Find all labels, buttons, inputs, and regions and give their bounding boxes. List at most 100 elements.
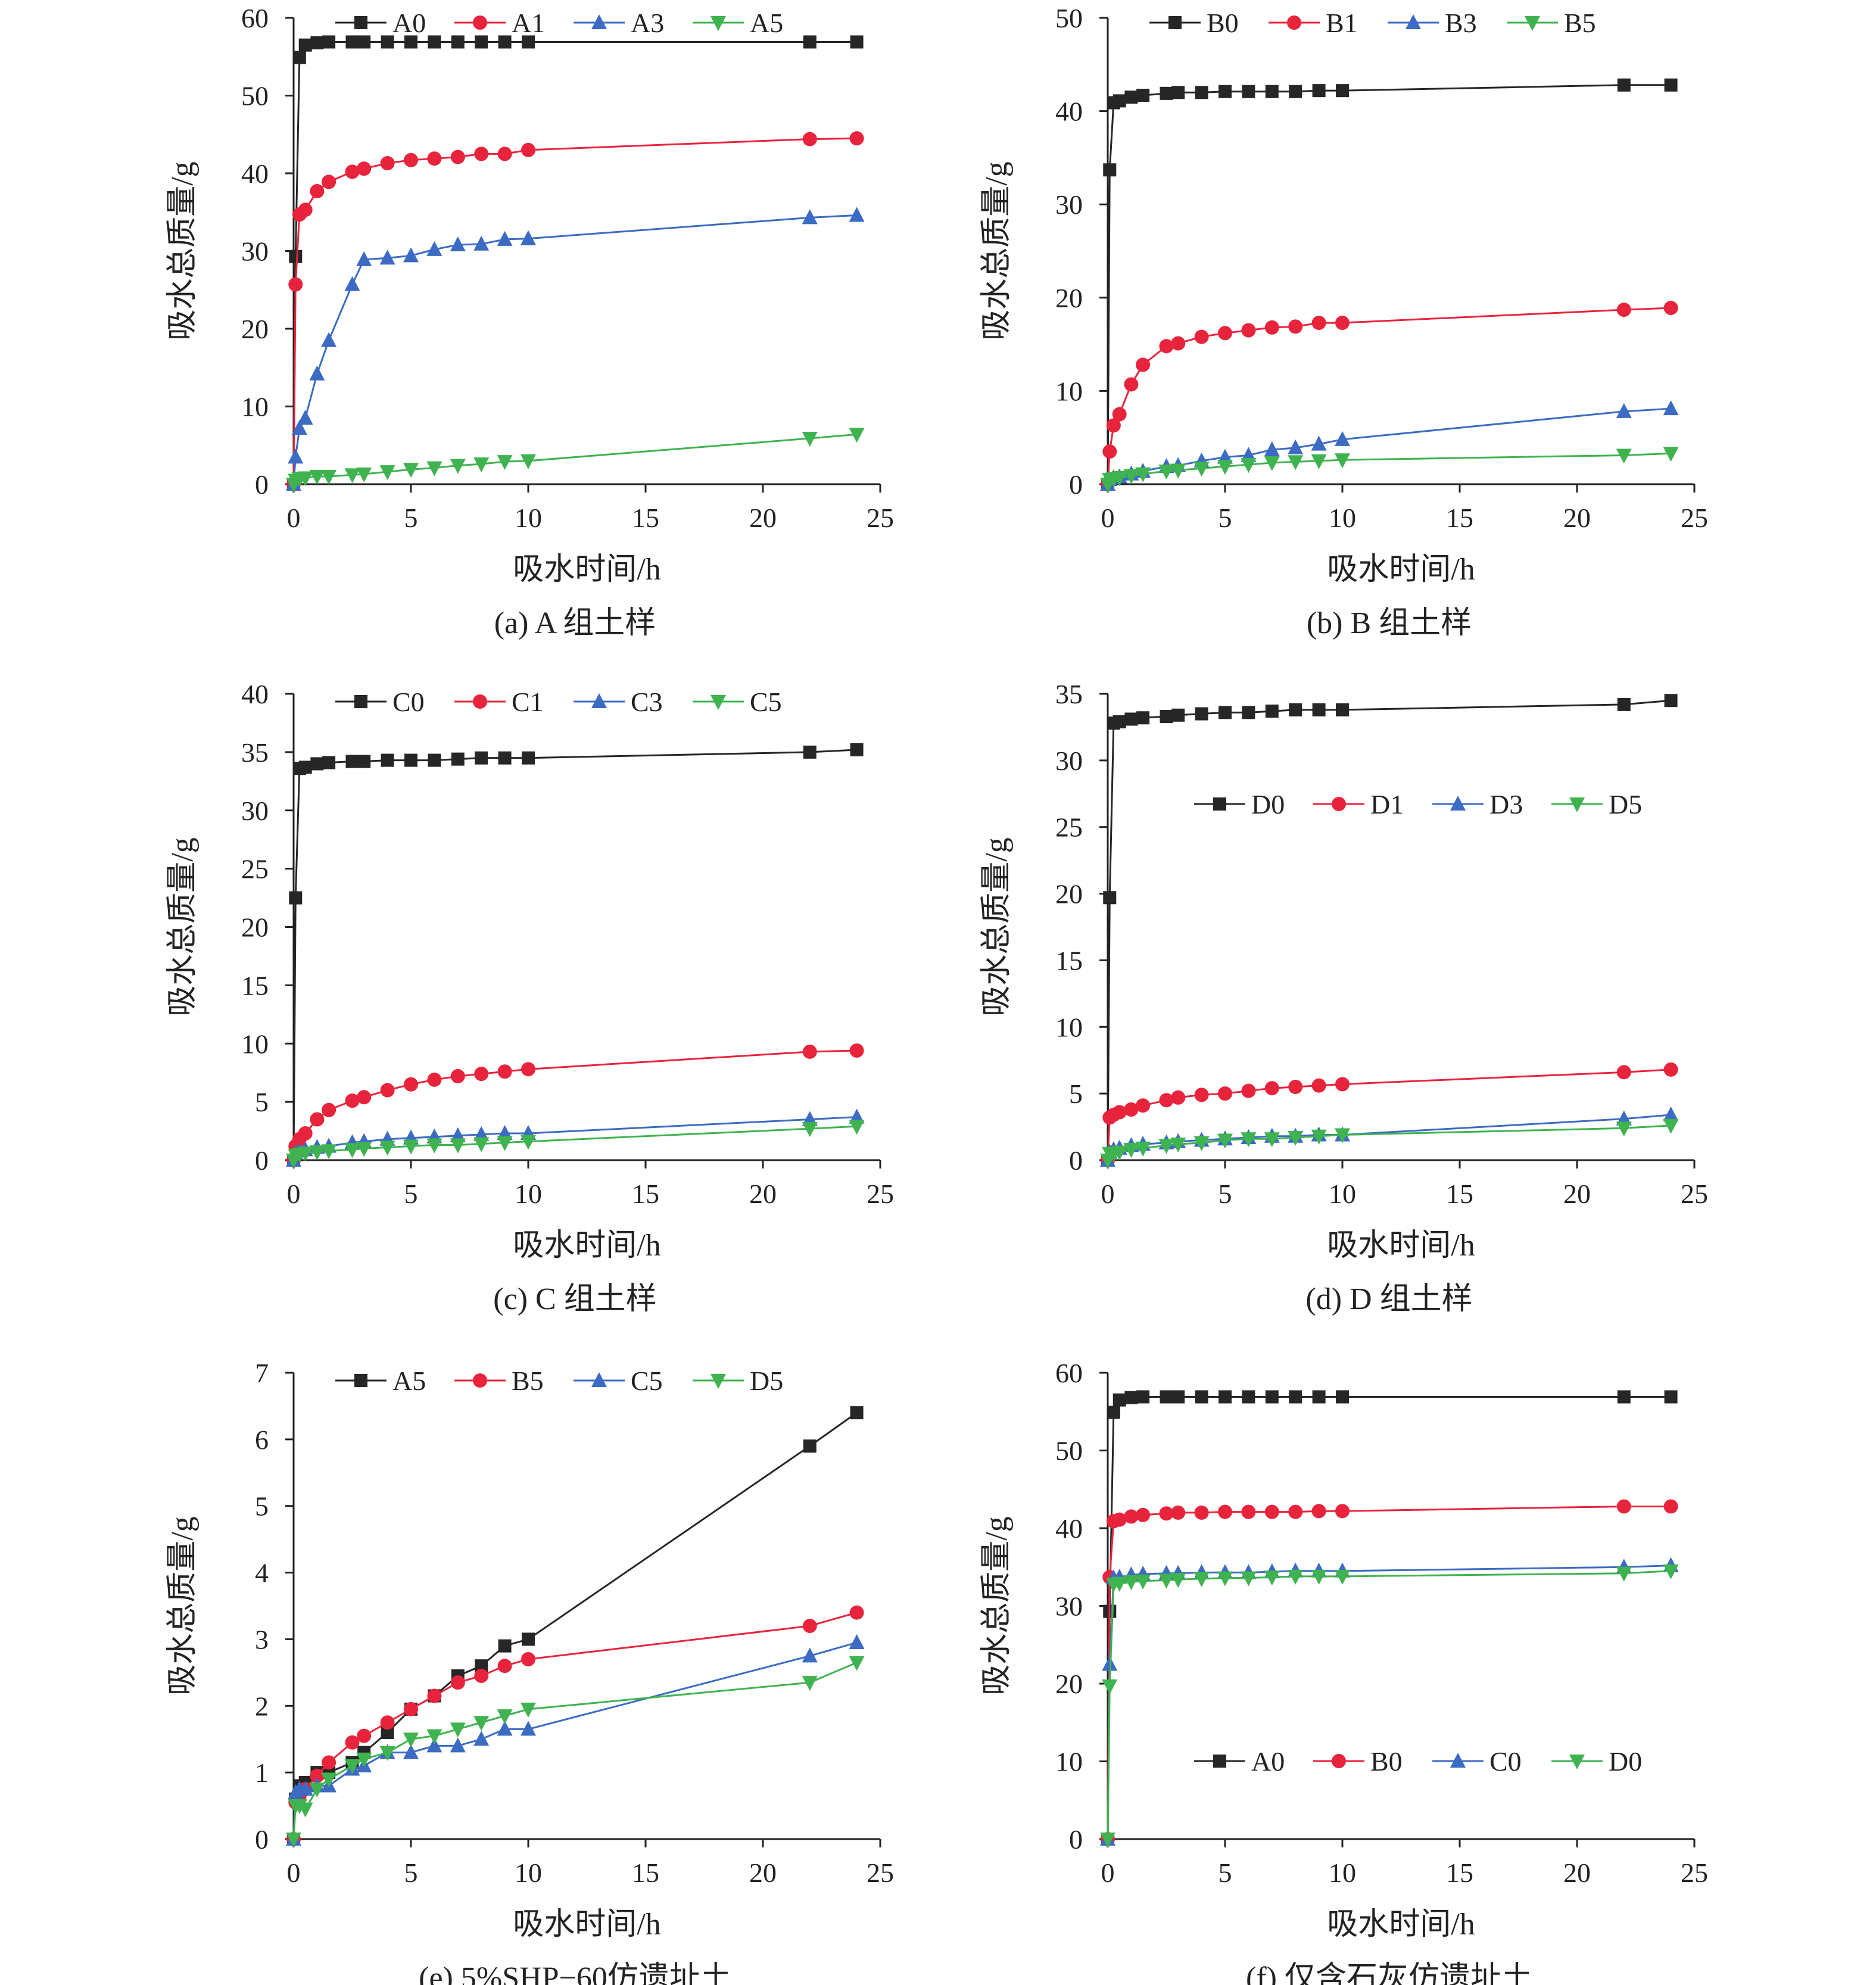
x-tick-label: 10 <box>1329 1179 1356 1209</box>
data-point <box>357 755 371 768</box>
data-point <box>380 1715 395 1730</box>
data-point <box>475 35 488 49</box>
data-point <box>1158 1573 1174 1589</box>
data-point <box>344 1143 360 1158</box>
data-point <box>1617 697 1631 711</box>
data-point <box>356 251 372 266</box>
data-point <box>1194 1505 1209 1520</box>
y-tick-label: 0 <box>1069 1145 1083 1176</box>
data-point <box>475 1659 488 1673</box>
data-point <box>497 1064 512 1079</box>
chart-panel-5: 0 5 10 15 20 25 0 10 20 30 40 50 60 吸水时间/h 吸水总质量/g (f) … <box>980 1358 1708 1985</box>
data-point <box>404 152 418 167</box>
y-tick-label: 25 <box>1055 812 1083 843</box>
y-tick-label: 40 <box>1055 96 1083 127</box>
data-point <box>521 454 536 469</box>
data-point <box>1242 1390 1255 1404</box>
data-point <box>1112 1393 1126 1407</box>
data-point <box>803 1439 817 1453</box>
data-point <box>1242 85 1255 98</box>
data-point <box>1289 1390 1302 1404</box>
legend: B0 B1 B3 B5 <box>1149 8 1596 38</box>
data-point <box>357 1728 372 1743</box>
data-point <box>522 35 535 49</box>
series-A5 <box>286 428 865 493</box>
x-tick-label: 5 <box>404 1858 418 1888</box>
data-point <box>286 1833 301 1847</box>
data-point <box>473 235 490 251</box>
data-point <box>1265 85 1279 98</box>
y-tick-label: 60 <box>1055 1358 1083 1388</box>
data-point <box>1135 1574 1151 1590</box>
data-point <box>403 1732 419 1748</box>
legend-label: B0 <box>1207 8 1239 38</box>
legend-marker <box>1213 1755 1226 1768</box>
data-point <box>802 1122 818 1138</box>
series-line <box>292 1662 858 1840</box>
panel-caption: (c) C 组土样 <box>493 1282 656 1316</box>
data-point <box>426 241 442 256</box>
y-axis-title: 吸水总质量/g <box>980 1516 1014 1695</box>
legend-marker <box>473 1373 487 1388</box>
data-point <box>1616 1566 1632 1582</box>
data-point <box>321 332 337 347</box>
y-tick-label: 15 <box>241 970 269 1001</box>
legend: D0 D1 D3 D5 <box>1194 789 1642 819</box>
data-point <box>522 1632 535 1646</box>
data-point <box>802 209 818 225</box>
data-point <box>291 420 307 435</box>
x-tick-label: 20 <box>1563 503 1591 533</box>
data-point <box>1264 1081 1279 1096</box>
data-point <box>474 147 489 161</box>
data-point <box>1103 163 1117 177</box>
legend-label: D1 <box>1370 789 1404 819</box>
legend-label: D5 <box>1609 789 1642 819</box>
data-point <box>850 35 864 49</box>
data-point <box>1288 455 1304 470</box>
data-point <box>803 35 817 49</box>
data-point <box>1123 469 1139 484</box>
data-point <box>1195 707 1208 721</box>
data-point <box>1616 1065 1631 1080</box>
data-point <box>1663 1499 1678 1514</box>
series-line <box>292 1612 858 1840</box>
y-tick-label: 35 <box>241 737 269 768</box>
legend-label: A3 <box>631 8 664 38</box>
data-point <box>1336 1390 1349 1404</box>
x-tick-label: 20 <box>749 1179 777 1209</box>
y-tick-label: 20 <box>241 912 269 943</box>
data-point <box>473 1137 490 1152</box>
series-line <box>1107 84 1671 485</box>
y-tick-label: 1 <box>255 1757 269 1788</box>
data-point <box>521 1135 536 1150</box>
data-point <box>1336 703 1349 716</box>
x-tick-label: 20 <box>749 1858 777 1888</box>
data-point <box>1217 1133 1233 1149</box>
data-point <box>1124 712 1138 726</box>
x-tick-label: 15 <box>632 1179 659 1209</box>
data-point <box>381 1726 394 1740</box>
data-point <box>1160 710 1173 724</box>
data-point <box>802 432 818 447</box>
data-point <box>309 1145 325 1161</box>
data-point <box>1160 1390 1173 1404</box>
data-point <box>404 1077 418 1092</box>
data-point <box>1663 301 1678 316</box>
y-tick-label: 5 <box>255 1087 269 1117</box>
series-line <box>1107 1068 1671 1161</box>
y-tick-label: 15 <box>1055 945 1083 976</box>
data-point <box>849 1043 864 1058</box>
y-axis-title: 吸水总质量/g <box>166 837 200 1016</box>
data-point <box>1264 441 1280 457</box>
x-tick-label: 25 <box>867 503 894 533</box>
y-tick-label: 60 <box>241 3 269 33</box>
data-point <box>1663 1564 1679 1579</box>
data-point <box>1288 1130 1304 1146</box>
legend-marker <box>1332 797 1346 811</box>
data-point <box>802 1647 818 1663</box>
data-point <box>322 1755 336 1770</box>
data-point <box>473 457 490 473</box>
legend-marker <box>1406 14 1421 29</box>
y-tick-label: 30 <box>1055 746 1083 776</box>
data-point <box>356 1752 372 1768</box>
